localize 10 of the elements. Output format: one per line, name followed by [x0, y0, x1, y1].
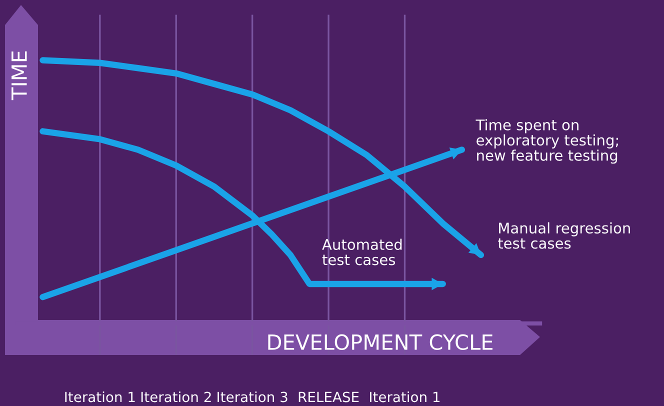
x-axis-title: DEVELOPMENT CYCLE [268, 334, 492, 350]
y-axis-title: TIME [12, 51, 27, 100]
x-tick-label: Iteration 1 [370, 391, 440, 402]
x-tick-label: Iteration 1 [65, 391, 135, 402]
x-tick-label: RELEASE [298, 392, 359, 402]
x-tick-label: Iteration 3 [218, 391, 288, 402]
series-label: Time spent on exploratory testing; new feature testing [476, 119, 618, 164]
series-label: Manual regression test cases [498, 222, 630, 249]
x-tick-label: Iteration 2 [141, 391, 211, 402]
series-label: Automated test cases [322, 238, 402, 266]
